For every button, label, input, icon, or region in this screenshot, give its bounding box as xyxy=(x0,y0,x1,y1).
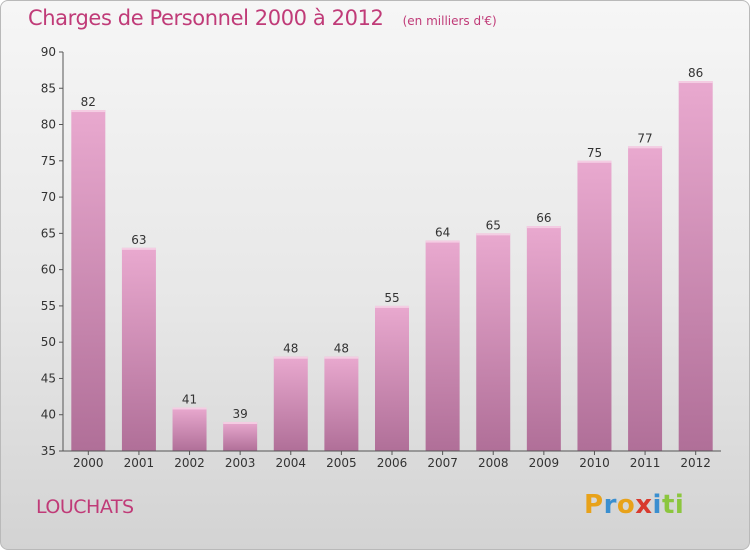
data-label: 66 xyxy=(536,211,551,225)
data-label: 64 xyxy=(435,226,450,240)
bar-2004 xyxy=(273,356,308,451)
bar-highlight xyxy=(172,407,207,410)
x-tick-label: 2003 xyxy=(225,456,256,470)
bar-highlight xyxy=(678,81,713,84)
brand-letter: t xyxy=(661,490,675,520)
bar-highlight xyxy=(273,356,308,359)
bars: 82 63 41 39 48 48 55 64 65 66 75 77 86 xyxy=(71,66,713,452)
bar-2006 xyxy=(375,305,409,451)
bar-highlight xyxy=(476,233,511,236)
bar-highlight xyxy=(121,247,156,250)
data-label: 75 xyxy=(587,146,602,160)
data-label: 86 xyxy=(688,66,703,80)
data-label: 48 xyxy=(283,342,298,356)
bar-2011 xyxy=(628,146,663,452)
x-tick-label: 2001 xyxy=(124,456,155,470)
x-tick-label: 2007 xyxy=(427,456,458,470)
y-tick-label: 90 xyxy=(41,45,56,59)
x-tick-label: 2005 xyxy=(326,456,357,470)
x-tick-label: 2010 xyxy=(579,456,610,470)
x-tick-label: 2002 xyxy=(174,456,205,470)
bar-2009 xyxy=(526,226,561,451)
brand-letter: o xyxy=(616,490,636,520)
x-axis: 2000 2001 2002 2003 2004 2005 2006 2007 2008 2009… xyxy=(63,450,721,470)
y-tick-label: 85 xyxy=(41,81,56,95)
bar-highlight xyxy=(425,240,460,243)
y-tick-label: 65 xyxy=(41,226,56,240)
brand-letter: P xyxy=(584,490,604,520)
y-tick-label: 35 xyxy=(41,444,56,458)
brand-letter: i xyxy=(652,490,662,520)
bar-2002 xyxy=(172,407,207,451)
data-label: 55 xyxy=(384,291,399,305)
chart-subtitle: (en milliers d'€) xyxy=(402,14,497,28)
bar-2005 xyxy=(324,356,359,451)
title-row: Charges de Personnel 2000 à 2012 (en mil… xyxy=(28,6,497,30)
bar-highlight xyxy=(526,226,561,229)
bar-highlight xyxy=(324,356,359,359)
y-axis: 35 40 45 50 55 60 65 70 75 80 85 90 xyxy=(41,45,64,458)
y-tick-label: 70 xyxy=(41,190,56,204)
y-tick-label: 60 xyxy=(41,263,56,277)
bar-2010 xyxy=(577,160,612,451)
brand-letter: r xyxy=(603,490,617,520)
bar-highlight xyxy=(628,146,663,149)
data-label: 77 xyxy=(637,131,652,145)
x-tick-label: 2006 xyxy=(377,456,408,470)
bar-2012 xyxy=(678,81,713,451)
x-tick-label: 2011 xyxy=(630,456,661,470)
y-tick-label: 45 xyxy=(41,371,56,385)
bar-2001 xyxy=(121,247,156,451)
x-tick-label: 2008 xyxy=(478,456,509,470)
bar-2008 xyxy=(476,233,511,451)
chart-title: Charges de Personnel 2000 à 2012 xyxy=(28,6,384,30)
bar-2003 xyxy=(223,421,258,451)
bar-highlight xyxy=(71,110,106,113)
data-label: 48 xyxy=(334,342,349,356)
x-tick-label: 2000 xyxy=(73,456,104,470)
brand-letter: i xyxy=(674,490,685,520)
data-label: 82 xyxy=(81,95,96,109)
y-tick-label: 80 xyxy=(41,118,56,132)
commune-name: LOUCHATS xyxy=(36,496,134,518)
bar-2000 xyxy=(71,110,106,451)
proxiti-logo: Proxiti xyxy=(584,490,684,520)
data-label: 41 xyxy=(182,392,197,406)
x-tick-label: 2009 xyxy=(529,456,560,470)
brand-letter: x xyxy=(635,490,653,520)
x-tick-label: 2012 xyxy=(680,456,711,470)
y-tick-label: 55 xyxy=(41,299,56,313)
data-label: 63 xyxy=(131,233,146,247)
y-tick-label: 40 xyxy=(41,408,56,422)
data-label: 39 xyxy=(233,407,248,421)
y-tick-label: 50 xyxy=(41,335,56,349)
y-tick-label: 75 xyxy=(41,154,56,168)
bar-highlight xyxy=(375,305,409,308)
bar-2007 xyxy=(425,240,460,451)
bar-highlight xyxy=(577,160,612,163)
x-tick-label: 2004 xyxy=(275,456,306,470)
data-label: 65 xyxy=(486,218,501,232)
bar-highlight xyxy=(223,421,258,424)
